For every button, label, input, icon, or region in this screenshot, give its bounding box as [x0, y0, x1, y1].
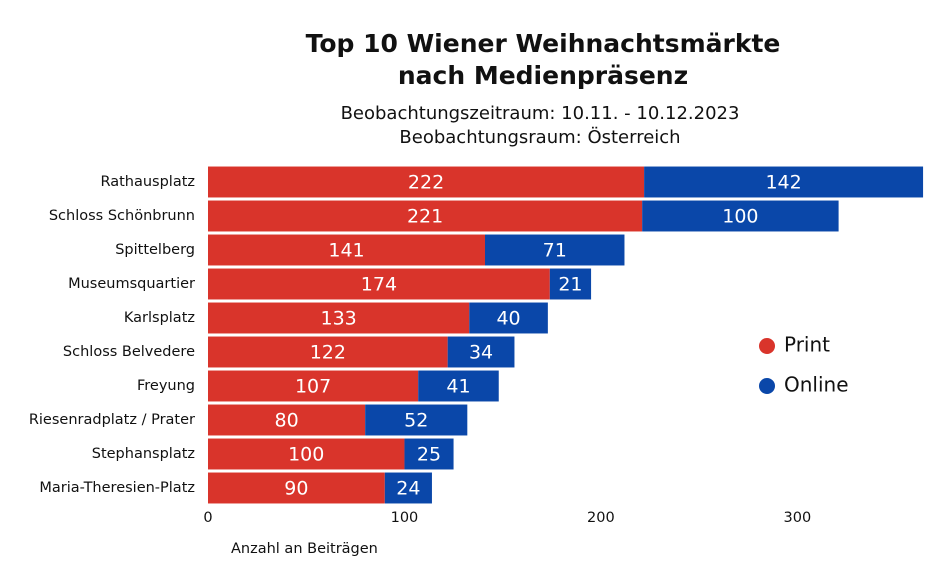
data-label: 222 — [408, 172, 444, 194]
legend-label: Print — [784, 333, 830, 357]
y-tick-label: Karlsplatz — [124, 310, 195, 326]
data-label: 52 — [404, 410, 428, 432]
bar-segment — [208, 234, 485, 266]
chart-subtitle: Beobachtungsraum: Österreich — [399, 126, 680, 148]
data-label: 141 — [328, 240, 364, 262]
data-label: 221 — [407, 206, 443, 228]
data-label: 80 — [274, 410, 298, 432]
y-tick-label: Stephansplatz — [92, 446, 195, 462]
chart-subtitle: Beobachtungszeitraum: 10.11. - 10.12.202… — [341, 103, 740, 124]
bar-segment — [447, 336, 515, 368]
bar-segment — [418, 370, 499, 402]
data-label: 107 — [295, 376, 331, 398]
y-tick-label: Rathausplatz — [100, 174, 195, 190]
bar-segment — [208, 438, 405, 470]
y-tick-label: Schloss Belvedere — [63, 344, 195, 360]
bar-segment — [208, 200, 643, 232]
data-label: 34 — [469, 342, 493, 364]
bar-segment — [208, 472, 385, 504]
bar-segment — [208, 370, 419, 402]
legend-marker — [759, 378, 775, 394]
data-label: 100 — [722, 206, 758, 228]
data-label: 21 — [558, 274, 582, 296]
bar-segment — [549, 268, 592, 300]
bar-segment — [404, 438, 454, 470]
x-axis-label: Anzahl an Beiträgen — [231, 541, 378, 557]
data-label: 71 — [543, 240, 567, 262]
bar-segment — [484, 234, 625, 266]
x-tick-label: 300 — [784, 510, 812, 526]
bar-segment — [365, 404, 468, 436]
y-tick-label: Riesenradplatz / Prater — [29, 412, 195, 428]
data-label: 122 — [310, 342, 346, 364]
bar-segment — [208, 404, 366, 436]
y-tick-label: Maria-Theresien-Platz — [39, 480, 195, 496]
data-label: 24 — [396, 478, 420, 500]
bar-segment — [208, 302, 470, 334]
chart-title: nach Medienpräsenz — [398, 61, 688, 90]
bar-segment — [644, 166, 924, 198]
y-tick-label: Schloss Schönbrunn — [49, 208, 195, 224]
bar-segment — [208, 166, 645, 198]
data-label: 174 — [361, 274, 397, 296]
data-label: 90 — [284, 478, 308, 500]
y-tick-label: Museumsquartier — [68, 276, 195, 292]
y-tick-label: Freyung — [137, 378, 195, 394]
bar-segment — [208, 336, 448, 368]
bar-segment — [208, 268, 550, 300]
x-tick-label: 200 — [587, 510, 615, 526]
bar-segment — [642, 200, 839, 232]
legend-label: Online — [784, 373, 849, 397]
x-tick-label: 0 — [203, 510, 212, 526]
bar-segment — [384, 472, 432, 504]
data-label: 41 — [446, 376, 470, 398]
data-label: 142 — [765, 172, 801, 194]
data-label: 133 — [321, 308, 357, 330]
y-tick-label: Spittelberg — [115, 242, 195, 258]
chart-title: Top 10 Wiener Weihnachtsmärkte — [306, 29, 781, 58]
data-label: 25 — [417, 444, 441, 466]
legend-marker — [759, 338, 775, 354]
x-tick-label: 100 — [391, 510, 419, 526]
data-label: 100 — [288, 444, 324, 466]
data-label: 40 — [496, 308, 520, 330]
bar-segment — [469, 302, 548, 334]
